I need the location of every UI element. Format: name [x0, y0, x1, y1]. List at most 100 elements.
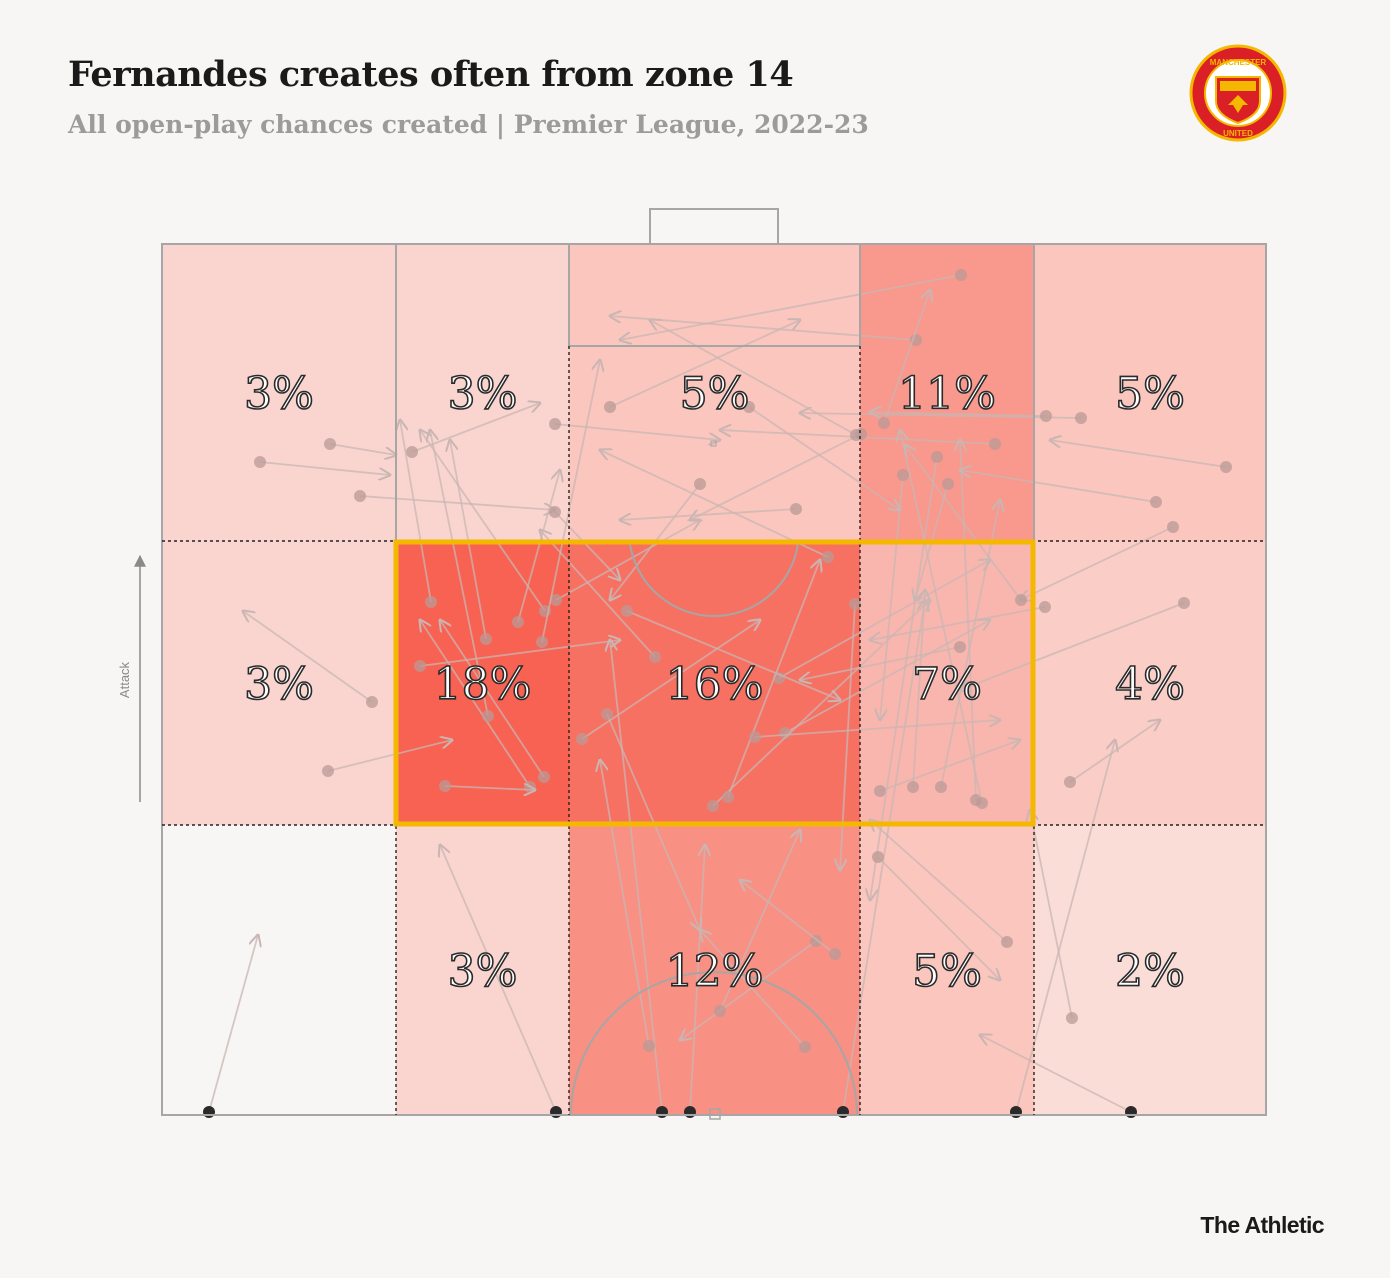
- pass-origin-dot: [829, 948, 841, 960]
- pass-origin-dot: [850, 429, 862, 441]
- pass-origin-dot: [550, 1106, 562, 1118]
- pass-arrow: [1050, 440, 1227, 468]
- zone-percentage-label: 7%: [912, 659, 982, 710]
- pass-origin-dot: [714, 1005, 726, 1017]
- pass-origin-dot: [1015, 594, 1027, 606]
- pass-arrow: [329, 443, 396, 455]
- zone-percentage-label: 2%: [1115, 946, 1185, 997]
- pass-origin-dot: [931, 451, 943, 463]
- pass-origin-dot: [549, 506, 561, 518]
- pass-origin-dot: [694, 478, 706, 490]
- pass-arrow: [877, 856, 1000, 980]
- pass-origin-dot: [576, 733, 588, 745]
- zone-14-highlight: [393, 539, 1036, 827]
- zone-percentage-label: 12%: [666, 946, 764, 997]
- pass-arrow: [581, 620, 760, 740]
- pass-origin-dot: [872, 851, 884, 863]
- pass-origin-dot: [790, 503, 802, 515]
- pass-arrows: [203, 269, 1232, 1118]
- zone-percentage-label: 3%: [448, 946, 518, 997]
- pass-arrow: [540, 530, 656, 658]
- heatmap-cell: [1034, 825, 1266, 1115]
- pass-arrow: [359, 495, 555, 510]
- zone-percentage-label: 5%: [912, 946, 982, 997]
- pass-origin-dot: [480, 633, 492, 645]
- pass-arrow: [700, 930, 806, 1048]
- pass-arrow: [880, 474, 904, 720]
- pass-origin-dot: [621, 605, 633, 617]
- pass-arrow: [650, 320, 857, 436]
- zone-percentage-label: 4%: [1115, 659, 1185, 710]
- pass-origin-dot: [354, 490, 366, 502]
- pass-origin-dot: [414, 660, 426, 672]
- heatmap-cell: [396, 244, 569, 541]
- pass-arrow: [610, 640, 663, 1113]
- pass-arrow: [960, 602, 1185, 690]
- pass-origin-dot: [955, 269, 967, 281]
- centre-circle: [570, 971, 858, 1116]
- pass-origin-dot: [1125, 1106, 1137, 1118]
- zone-percentage-label: 11%: [898, 369, 996, 420]
- pass-origin-dot: [1064, 776, 1076, 788]
- pass-arrow: [327, 740, 452, 772]
- goal: [649, 208, 779, 245]
- zone-percentage-label: 5%: [680, 369, 750, 420]
- attack-label: Attack: [117, 661, 132, 698]
- pass-origin-dot: [1039, 601, 1051, 613]
- pass-arrow: [600, 760, 650, 1047]
- pass-arrow: [879, 740, 1020, 792]
- pass-origin-dot: [707, 800, 719, 812]
- pass-arrow: [400, 420, 432, 603]
- pass-origin-dot: [1066, 1012, 1078, 1024]
- pass-origin-dot: [524, 781, 536, 793]
- heatmap-cell: [162, 541, 396, 825]
- pass-origin-dot: [536, 636, 548, 648]
- pass-arrow: [940, 500, 1000, 788]
- pass-arrow: [960, 470, 1157, 503]
- pass-arrow: [555, 520, 700, 601]
- pass-origin-dot: [406, 446, 418, 458]
- pass-arrow: [1069, 720, 1160, 783]
- pass-origin-dot: [874, 785, 886, 797]
- zone-percentage-label: 3%: [244, 369, 314, 420]
- pass-arrow: [420, 430, 546, 612]
- zone-percentage-label: 3%: [448, 369, 518, 420]
- pass-arrow: [626, 610, 840, 700]
- pass-arrow: [727, 560, 820, 798]
- pass-arrow: [554, 423, 720, 440]
- pass-origin-dot: [976, 797, 988, 809]
- zone-percentage-label: 5%: [1115, 369, 1185, 420]
- pass-arrow: [259, 461, 390, 475]
- pass-arrow: [541, 360, 600, 643]
- pass-arrow: [883, 290, 930, 424]
- pass-origin-dot: [538, 771, 550, 783]
- crest-text-bottom: UNITED: [1223, 129, 1253, 138]
- heatmap-cells: [162, 244, 1266, 1115]
- penalty-arc: [629, 543, 799, 617]
- heatmap-cell: [162, 825, 396, 1115]
- pass-origin-dot: [897, 469, 909, 481]
- pass-origin-dot: [1075, 412, 1087, 424]
- pass-origin-dot: [549, 418, 561, 430]
- pass-arrow: [609, 320, 800, 408]
- six-yard-box: [568, 243, 861, 347]
- pass-origin-dot: [743, 401, 755, 413]
- zone-labels: 3% 3% 5% 11% 5% 3% 18% 16% 7% 4% 3% 12% 5% 2%: [243, 368, 1185, 998]
- heatmap-cell: [569, 825, 860, 1115]
- pass-origin-dot: [366, 696, 378, 708]
- pass-arrow: [419, 640, 620, 667]
- pass-origin-dot: [837, 1106, 849, 1118]
- pass-origin-dot: [935, 781, 947, 793]
- pass-origin-dot: [604, 401, 616, 413]
- pass-arrow: [905, 445, 1022, 601]
- zone-percentage-label: 16%: [666, 659, 764, 710]
- pass-origin-dot: [482, 710, 494, 722]
- pass-origin-dot: [322, 765, 334, 777]
- pass-arrow: [800, 646, 961, 680]
- heatmap-cell: [569, 244, 860, 541]
- pass-origin-dot: [656, 1106, 668, 1118]
- pass-origin-dot: [878, 417, 890, 429]
- heatmap-cell: [396, 825, 569, 1115]
- manchester-united-crest-icon: MANCHESTER UNITED: [1189, 44, 1287, 142]
- pass-origin-dot: [942, 478, 954, 490]
